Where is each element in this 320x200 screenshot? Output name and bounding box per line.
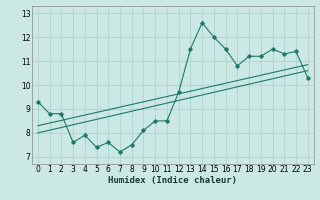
X-axis label: Humidex (Indice chaleur): Humidex (Indice chaleur)	[108, 176, 237, 185]
